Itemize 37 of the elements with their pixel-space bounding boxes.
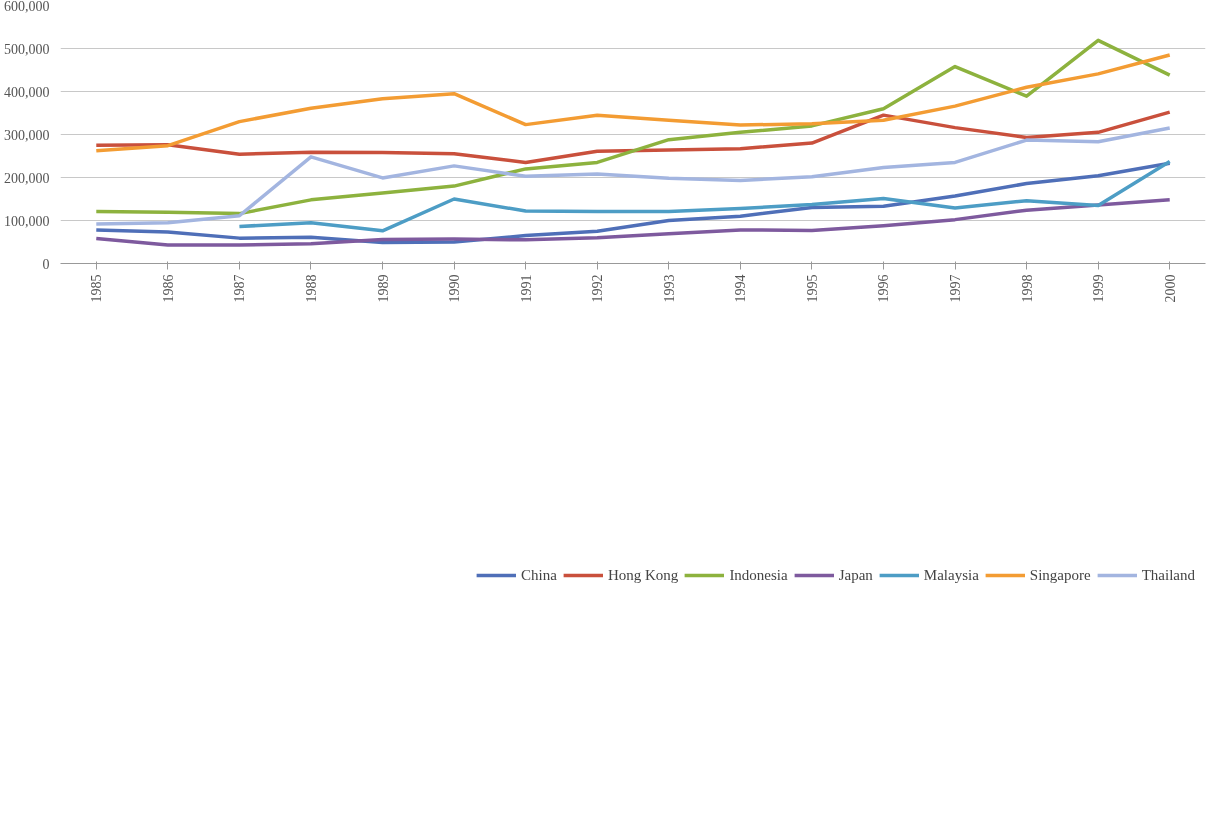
x-tick-label: 1992: [590, 274, 606, 303]
x-tick-label: 1991: [518, 274, 534, 303]
x-tick-label: 1990: [447, 274, 463, 303]
y-tick-label: 200,000: [4, 170, 50, 186]
legend-label: Malaysia: [923, 566, 979, 584]
x-tick-label: 1986: [160, 274, 176, 303]
line-series: [94, 110, 1172, 165]
x-tick-label: 1993: [661, 274, 677, 303]
line-series: [94, 38, 1172, 216]
legend-label: Japan: [838, 566, 873, 584]
y-tick-label: 400,000: [4, 84, 50, 100]
y-tick-label: 500,000: [4, 41, 50, 57]
x-tick-label: 1987: [232, 274, 248, 303]
y-tick-label: 0: [42, 256, 50, 272]
legend-label: Singapore: [1029, 566, 1091, 584]
x-tick-label: 1999: [1091, 274, 1107, 303]
line-series: [94, 53, 1172, 153]
legend-label: Thailand: [1141, 566, 1195, 584]
x-tick-label: 1996: [876, 274, 892, 303]
x-tick-label: 1994: [733, 274, 749, 303]
line-series: [237, 159, 1172, 233]
y-tick-label: 600,000: [4, 0, 50, 14]
x-tick-label: 1989: [375, 274, 391, 303]
x-tick-label: 2000: [1162, 274, 1178, 303]
legend-label: Indonesia: [729, 566, 788, 584]
y-tick-label: 300,000: [4, 127, 50, 143]
line-series: [94, 198, 1172, 247]
x-tick-label: 1998: [1019, 274, 1035, 303]
legend-label: Hong Kong: [607, 566, 679, 584]
y-tick-label: 100,000: [4, 213, 50, 229]
x-tick-label: 1988: [303, 274, 319, 303]
line-series: [94, 126, 1172, 226]
x-tick-label: 1985: [89, 274, 105, 303]
x-tick-label: 1995: [804, 274, 820, 303]
legend-label: China: [521, 566, 557, 584]
x-tick-label: 1997: [948, 274, 964, 303]
line-series: [94, 161, 1172, 245]
